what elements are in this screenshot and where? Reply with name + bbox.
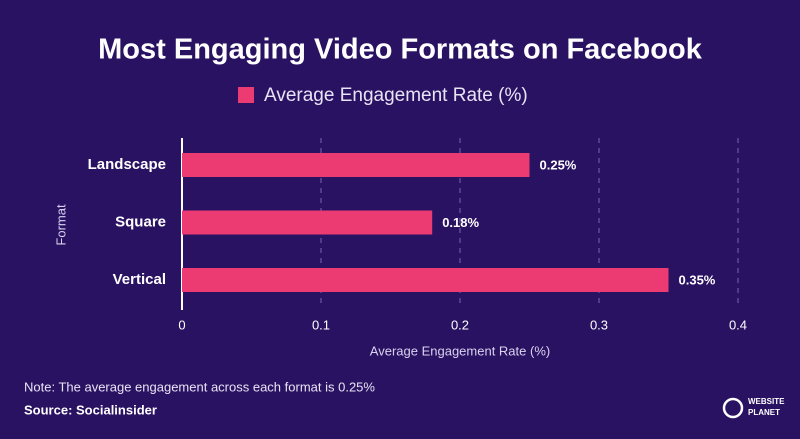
x-tick-label: 0 (178, 317, 185, 332)
logo-icon (722, 397, 744, 419)
logo-text: PLANET (748, 408, 780, 417)
data-label: 0.18% (442, 215, 479, 230)
y-axis-label: Format (53, 204, 68, 246)
y-tick-label: Square (115, 213, 166, 230)
bar (182, 210, 433, 235)
x-tick-label: 0.1 (312, 317, 330, 332)
y-tick-label: Vertical (113, 271, 166, 288)
x-tick-label: 0.2 (451, 317, 469, 332)
data-label: 0.35% (679, 272, 716, 287)
chart-title: Most Engaging Video Formats on Facebook (98, 34, 703, 66)
bar (182, 153, 530, 177)
y-tick-label: Landscape (88, 156, 166, 173)
legend-label: Average Engagement Rate (%) (264, 85, 528, 106)
bar (182, 268, 669, 292)
data-label: 0.25% (540, 157, 577, 172)
x-tick-label: 0.4 (729, 317, 747, 332)
source: Source: Socialinsider (24, 402, 157, 417)
note: Note: The average engagement across each… (24, 379, 375, 394)
logo: WEBSITE PLANET (722, 397, 785, 419)
x-tick-label: 0.3 (590, 317, 608, 332)
logo-text: WEBSITE (748, 397, 785, 406)
legend-swatch (238, 87, 254, 103)
x-axis-label: Average Engagement Rate (%) (370, 343, 550, 358)
